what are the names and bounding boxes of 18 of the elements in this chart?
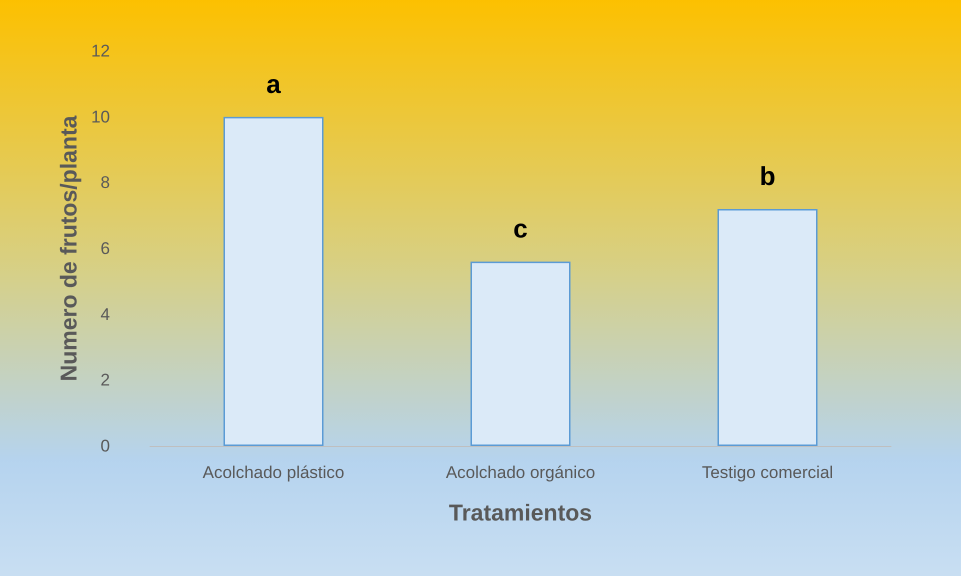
annotation: c	[513, 214, 528, 244]
y-tick-label: 10	[91, 107, 110, 126]
bar	[470, 262, 570, 446]
x-tick-label: Acolchado orgánico	[446, 463, 596, 482]
y-tick-label: 2	[100, 370, 110, 390]
x-tick-label: Testigo comercial	[702, 463, 834, 482]
y-axis-title: Numero de frutos/planta	[56, 115, 82, 382]
y-tick-label: 12	[91, 42, 110, 60]
y-tick-label: 4	[100, 304, 110, 324]
bar	[718, 209, 818, 446]
x-tick-label: Acolchado plástico	[202, 463, 344, 482]
y-tick-label: 8	[100, 173, 110, 192]
y-tick-label: 0	[100, 436, 110, 456]
annotation: a	[266, 68, 282, 99]
x-axis-title: Tratamientos	[448, 500, 592, 526]
y-tick-label: 6	[100, 239, 110, 258]
bar	[224, 116, 324, 446]
annotation: b	[760, 161, 776, 191]
